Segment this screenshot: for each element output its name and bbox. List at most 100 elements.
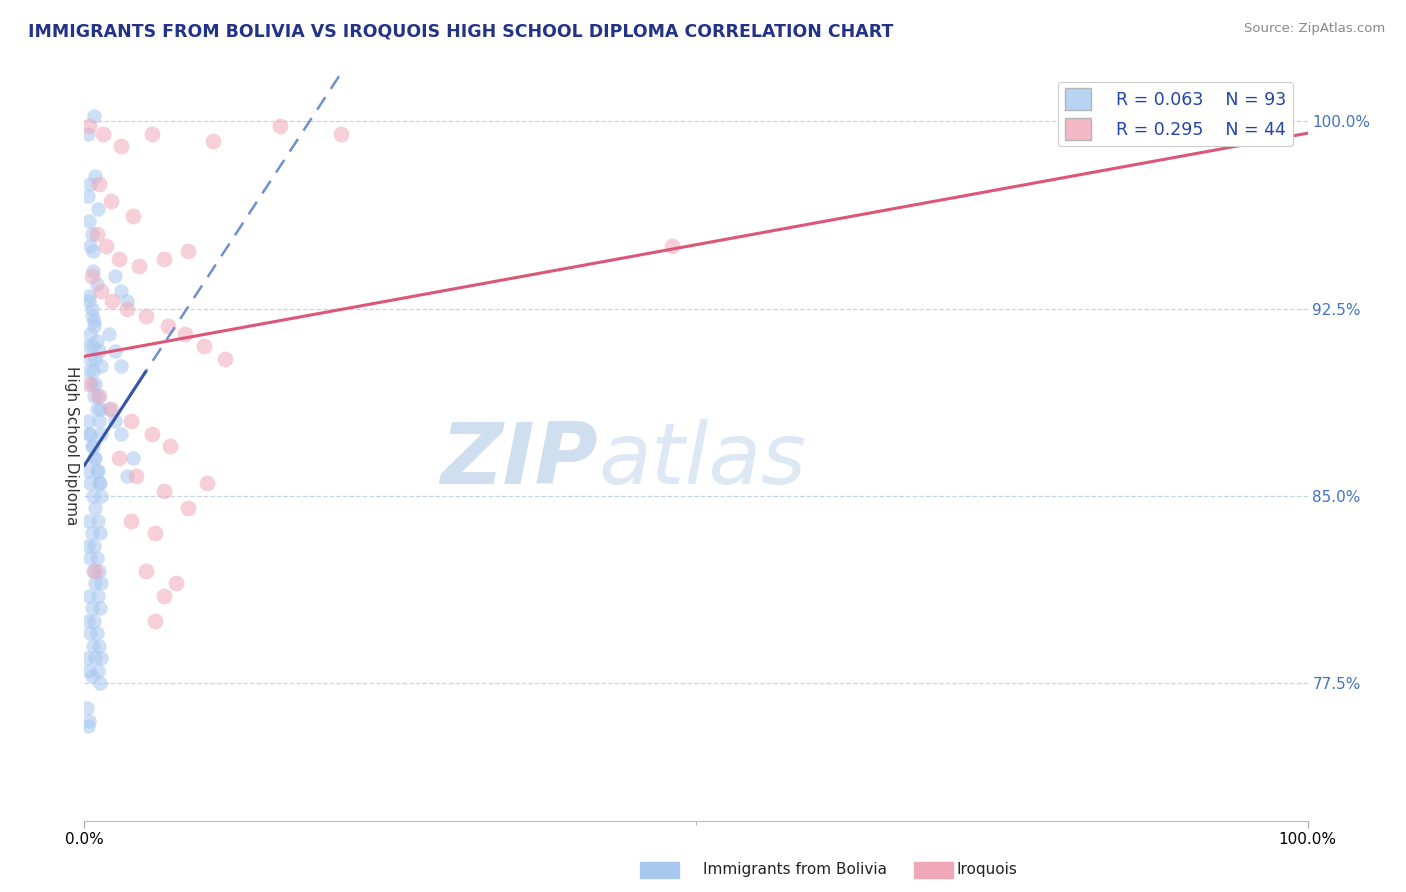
Point [122,451,145,466]
Point [122,209,145,223]
Point [82,639,104,653]
Point [79,177,101,191]
Point [77,714,100,728]
Point [82,564,104,578]
Point [120,414,142,428]
Point [96,239,118,253]
Point [87,414,110,428]
Point [661,239,683,253]
Point [83,451,105,466]
Point [110,284,132,298]
Point [87,344,110,359]
Point [80,439,103,453]
Point [80,601,103,615]
Point [141,127,163,141]
Point [87,202,110,216]
Point [82,264,104,278]
Point [87,464,110,478]
Point [77,294,100,309]
Point [100,194,122,209]
Point [89,676,111,690]
Point [80,227,103,241]
Point [90,426,112,441]
Point [83,314,105,328]
Point [101,294,124,309]
Point [80,376,103,391]
Point [86,464,108,478]
Point [80,669,103,683]
Point [143,614,166,628]
Text: Immigrants from Bolivia: Immigrants from Bolivia [703,863,887,877]
Point [110,426,132,441]
Point [82,364,104,378]
Point [89,401,111,416]
Point [156,319,179,334]
Point [91,127,114,141]
Point [87,476,110,491]
Point [90,651,112,665]
Point [115,294,138,309]
Point [104,269,127,284]
Point [77,414,100,428]
Point [195,476,218,491]
Point [84,451,107,466]
Point [86,551,108,566]
Point [79,476,101,491]
Point [159,439,181,453]
Point [173,326,195,341]
Point [104,414,127,428]
Text: IMMIGRANTS FROM BOLIVIA VS IROQUOIS HIGH SCHOOL DIPLOMA CORRELATION CHART: IMMIGRANTS FROM BOLIVIA VS IROQUOIS HIGH… [28,22,893,40]
Point [87,589,110,603]
Point [97,326,120,341]
Point [80,309,103,323]
Point [87,177,110,191]
Point [79,326,101,341]
Point [177,244,200,259]
Point [153,483,176,498]
Point [79,239,101,253]
Text: Source: ZipAtlas.com: Source: ZipAtlas.com [1244,22,1385,36]
Point [100,401,122,416]
Point [135,309,157,323]
Point [153,589,176,603]
Point [77,376,100,391]
Point [82,339,104,353]
Point [84,576,107,591]
Point [107,451,129,466]
Point [77,189,100,203]
Point [83,389,105,403]
Point [84,501,107,516]
Point [125,469,148,483]
Point [143,526,166,541]
Point [80,269,103,284]
Point [115,301,138,316]
Point [77,664,100,678]
Point [77,426,100,441]
Point [82,244,104,259]
Point [87,389,110,403]
Point [110,359,132,373]
Point [86,227,108,241]
Point [84,169,107,184]
Point [87,389,110,403]
Point [77,514,100,528]
Point [84,651,107,665]
Point [84,564,107,578]
Point [107,252,129,266]
Point [80,526,103,541]
Point [201,134,224,148]
Point [89,601,111,615]
Point [90,359,112,373]
Point [135,564,157,578]
Point [77,464,100,478]
Point [214,351,236,366]
Point [97,401,120,416]
Point [86,334,108,348]
Legend:   R = 0.063    N = 93,   R = 0.295    N = 44: R = 0.063 N = 93, R = 0.295 N = 44 [1057,81,1292,146]
Point [90,576,112,591]
Point [83,109,105,123]
Text: Iroquois: Iroquois [956,863,1017,877]
Point [79,351,101,366]
Point [76,701,98,715]
Point [90,489,112,503]
